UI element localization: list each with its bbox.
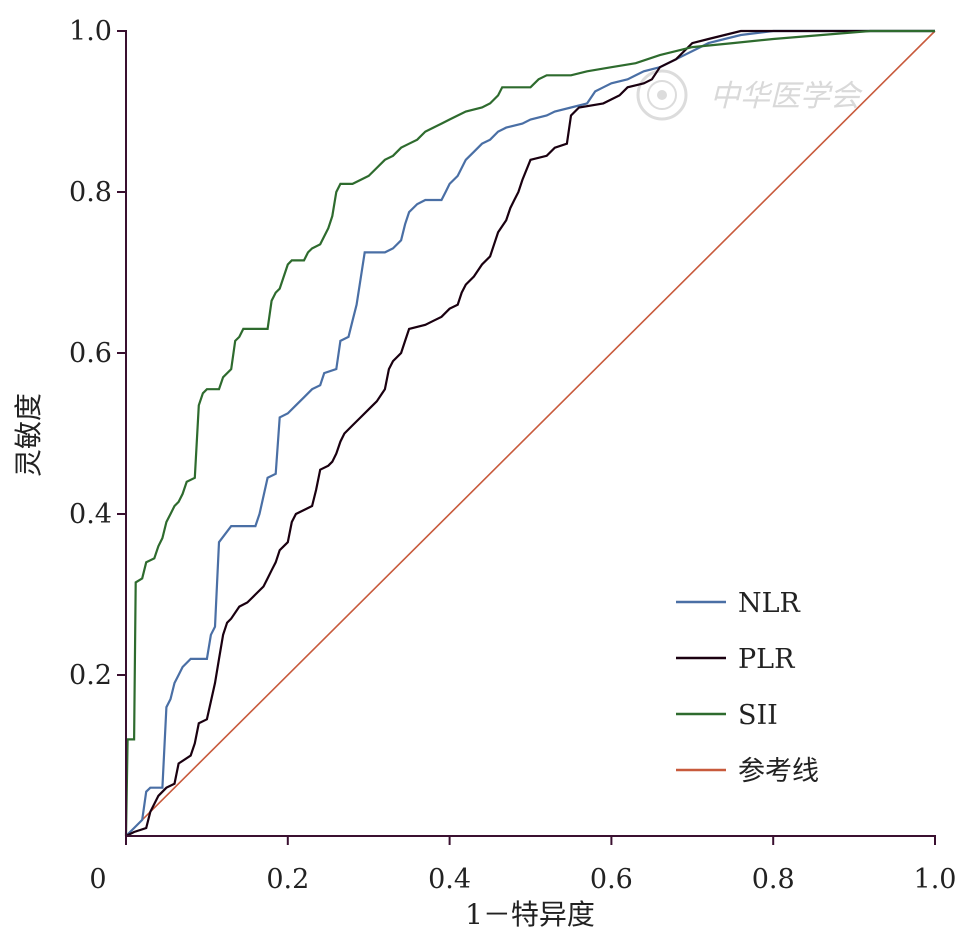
watermark-text: 中华医学会 (710, 79, 863, 114)
axes: 0 0.2 0.4 0.6 0.8 1.0 0.2 0.4 0.6 0.8 1.0 (69, 16, 956, 895)
legend-item: SII (676, 700, 778, 731)
legend-label: NLR (738, 588, 801, 619)
y-axis-title: 灵敏度 (12, 393, 45, 477)
series-line-3 (124, 29, 935, 837)
series-line-2 (125, 29, 935, 837)
x-axis-title: 1－特异度 (465, 898, 595, 931)
legend-label: 参考线 (738, 756, 819, 787)
legend-label: PLR (738, 644, 795, 675)
y-tick-label: 0.8 (69, 177, 112, 208)
y-tick-label: 0.2 (69, 660, 112, 691)
legend-item: PLR (676, 644, 795, 675)
y-tick-label: 1.0 (69, 16, 112, 47)
x-tick-label: 0 (89, 864, 106, 895)
legend-item: NLR (676, 588, 801, 619)
watermark: 中华医学会 (636, 69, 863, 121)
series-line-1 (125, 29, 935, 837)
y-tick-label: 0.6 (69, 338, 112, 369)
legend: NLR PLR SII 参考线 (676, 588, 819, 787)
legend-item: 参考线 (676, 756, 819, 787)
plot-area (124, 29, 936, 837)
series-line-4 (125, 30, 936, 837)
legend-label: SII (738, 700, 778, 731)
x-tick-label: 0.8 (752, 864, 795, 895)
x-tick-label: 1.0 (914, 864, 957, 895)
x-tick-label: 0.2 (266, 864, 309, 895)
watermark-seal-icon (636, 69, 688, 121)
x-tick-label: 0.6 (590, 864, 633, 895)
x-tick-label: 0.4 (428, 864, 471, 895)
y-tick-label: 0.4 (69, 499, 112, 530)
